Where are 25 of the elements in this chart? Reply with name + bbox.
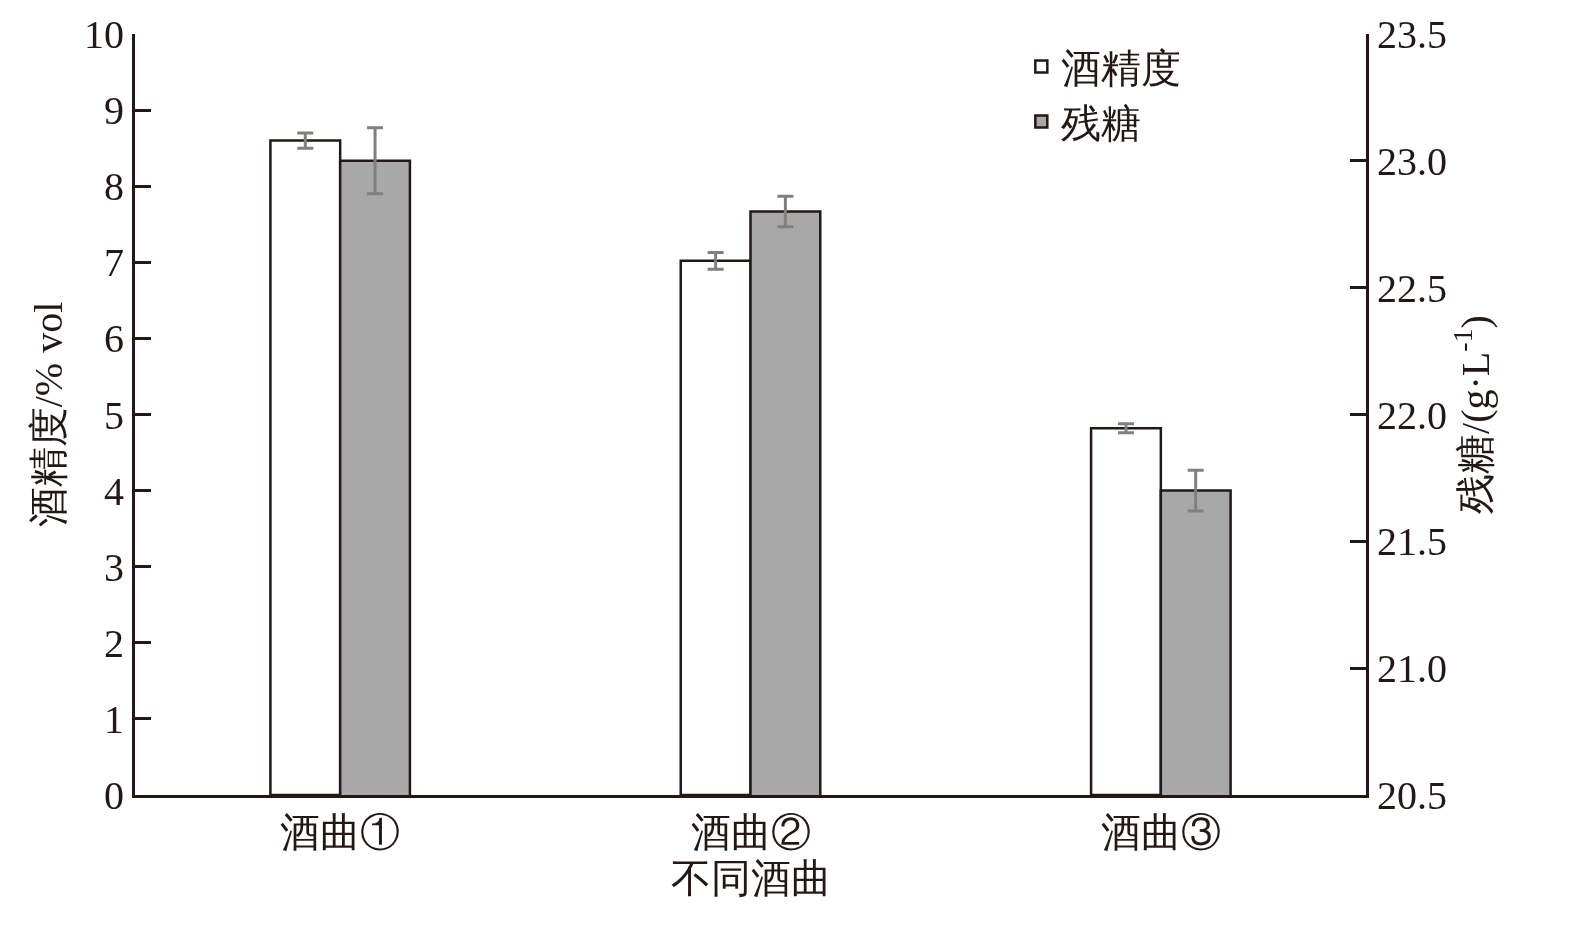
x-tick-label: 酒曲① [280,810,401,855]
y-tick-label: 1 [104,696,124,742]
y2-tick-label: 23.5 [1377,12,1447,57]
y2-tick-label: 22.0 [1377,392,1447,438]
y2-tick-label: 20.5 [1377,773,1447,818]
y-tick-label: 10 [84,12,124,57]
y-tick-label: 0 [104,773,124,818]
y-tick-label: 4 [104,468,124,514]
x-tick-label: 酒曲② [690,810,811,855]
y-tick-label: 5 [104,392,124,438]
y2-tick-label: 21.5 [1377,519,1447,565]
y-tick-label: 2 [104,620,124,666]
y-tick-label: 8 [104,164,124,210]
y-tick-label: 7 [104,240,124,286]
y-tick-label: 3 [104,544,124,590]
x-tick-label: 酒曲③ [1100,810,1221,855]
y2-tick-label: 21.0 [1377,646,1447,692]
legend-label: 酒精度 [1061,46,1182,92]
legend-label: 残糖 [1061,101,1142,147]
y-axis-title: 酒精度/% vol [25,301,71,528]
y2-tick-label: 23.0 [1377,138,1447,184]
y-tick-label: 6 [104,316,124,362]
x-axis-title: 不同酒曲 [670,855,831,901]
y2-tick-label: 22.5 [1377,265,1447,311]
y-tick-label: 9 [104,88,124,134]
